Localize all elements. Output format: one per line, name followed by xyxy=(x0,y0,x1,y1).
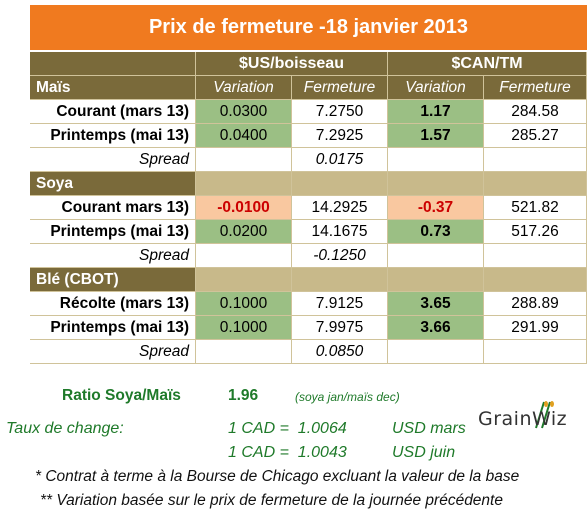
usd-fermeture: 7.2925 xyxy=(292,124,388,148)
header-fermeture: Fermeture xyxy=(292,76,388,100)
spread-blank xyxy=(484,148,587,172)
spread-label: Spread xyxy=(30,148,196,172)
header-fermeture: Fermeture xyxy=(484,76,587,100)
spread-label: Spread xyxy=(30,244,196,268)
spread-value: -0.1250 xyxy=(292,244,388,268)
cad-variation: 3.65 xyxy=(388,292,484,316)
usd-fermeture: 7.2750 xyxy=(292,100,388,124)
spread-blank xyxy=(196,148,292,172)
cad-fermeture: 284.58 xyxy=(484,100,587,124)
row-label: Printemps (mai 13) xyxy=(30,124,196,148)
ratio-value: 1.96 xyxy=(228,387,259,404)
usd-variation: 0.0200 xyxy=(196,220,292,244)
footnote-1: * Contrat à terme à la Bourse de Chicago… xyxy=(35,468,520,485)
spread-value: 0.0175 xyxy=(292,148,388,172)
section-label: Soya xyxy=(30,172,196,196)
row-label: Printemps (mai 13) xyxy=(30,220,196,244)
usd-variation: 0.1000 xyxy=(196,316,292,340)
table-title: Prix de fermeture -18 janvier 2013 xyxy=(30,5,587,50)
row-label: Récolte (mars 13) xyxy=(30,292,196,316)
section-band xyxy=(292,268,388,292)
spread-blank xyxy=(196,340,292,364)
cad-variation: 3.66 xyxy=(388,316,484,340)
grainwiz-logo: GrainWiz xyxy=(478,398,570,432)
spread-blank xyxy=(388,340,484,364)
fx-line-1: 1 CAD = 1.0064 xyxy=(228,420,347,437)
section-label: Blé (CBOT) xyxy=(30,268,196,292)
logo-text: GrainWiz xyxy=(478,408,568,430)
cad-variation: 1.57 xyxy=(388,124,484,148)
row-label: Courant (mars 13) xyxy=(30,100,196,124)
spread-value: 0.0850 xyxy=(292,340,388,364)
section-band xyxy=(388,268,484,292)
fx-label: Taux de change: xyxy=(6,420,124,437)
header-blank xyxy=(30,52,196,76)
ratio-label: Ratio Soya/Maïs xyxy=(62,387,181,404)
spread-blank xyxy=(484,340,587,364)
fx-line-2-unit: USD juin xyxy=(392,444,456,461)
cad-fermeture: 291.99 xyxy=(484,316,587,340)
cad-fermeture: 288.89 xyxy=(484,292,587,316)
cad-fermeture: 517.26 xyxy=(484,220,587,244)
usd-variation: 0.1000 xyxy=(196,292,292,316)
ratio-note: (soya jan/maïs dec) xyxy=(295,390,400,404)
section-band xyxy=(196,172,292,196)
fx-line-1-unit: USD mars xyxy=(392,420,466,437)
wheat-icon xyxy=(535,401,554,429)
section-band xyxy=(484,172,587,196)
row-label: Courant mars 13) xyxy=(30,196,196,220)
usd-variation: 0.0400 xyxy=(196,124,292,148)
spread-label: Spread xyxy=(30,340,196,364)
cad-fermeture: 285.27 xyxy=(484,124,587,148)
price-table: $US/boisseau $CAN/TM Maïs Variation Fermetur… xyxy=(30,52,587,364)
section-band xyxy=(484,268,587,292)
footnote-2: ** Variation basée sur le prix de fermet… xyxy=(40,492,503,509)
cad-variation: 1.17 xyxy=(388,100,484,124)
fx-line-2: 1 CAD = 1.0043 xyxy=(228,444,347,461)
section-band xyxy=(196,268,292,292)
section-label: Maïs xyxy=(30,76,196,100)
spread-blank xyxy=(388,244,484,268)
usd-fermeture: 7.9975 xyxy=(292,316,388,340)
cad-fermeture: 521.82 xyxy=(484,196,587,220)
usd-variation: 0.0300 xyxy=(196,100,292,124)
row-label: Printemps (mai 13) xyxy=(30,316,196,340)
usd-fermeture: 14.1675 xyxy=(292,220,388,244)
usd-fermeture: 14.2925 xyxy=(292,196,388,220)
cad-variation: -0.37 xyxy=(388,196,484,220)
header-usd: $US/boisseau xyxy=(196,52,388,76)
header-variation: Variation xyxy=(196,76,292,100)
spread-blank xyxy=(484,244,587,268)
cad-variation: 0.73 xyxy=(388,220,484,244)
section-band xyxy=(388,172,484,196)
header-cad: $CAN/TM xyxy=(388,52,587,76)
usd-variation: -0.0100 xyxy=(196,196,292,220)
section-band xyxy=(292,172,388,196)
usd-fermeture: 7.9125 xyxy=(292,292,388,316)
header-variation: Variation xyxy=(388,76,484,100)
spread-blank xyxy=(196,244,292,268)
spread-blank xyxy=(388,148,484,172)
